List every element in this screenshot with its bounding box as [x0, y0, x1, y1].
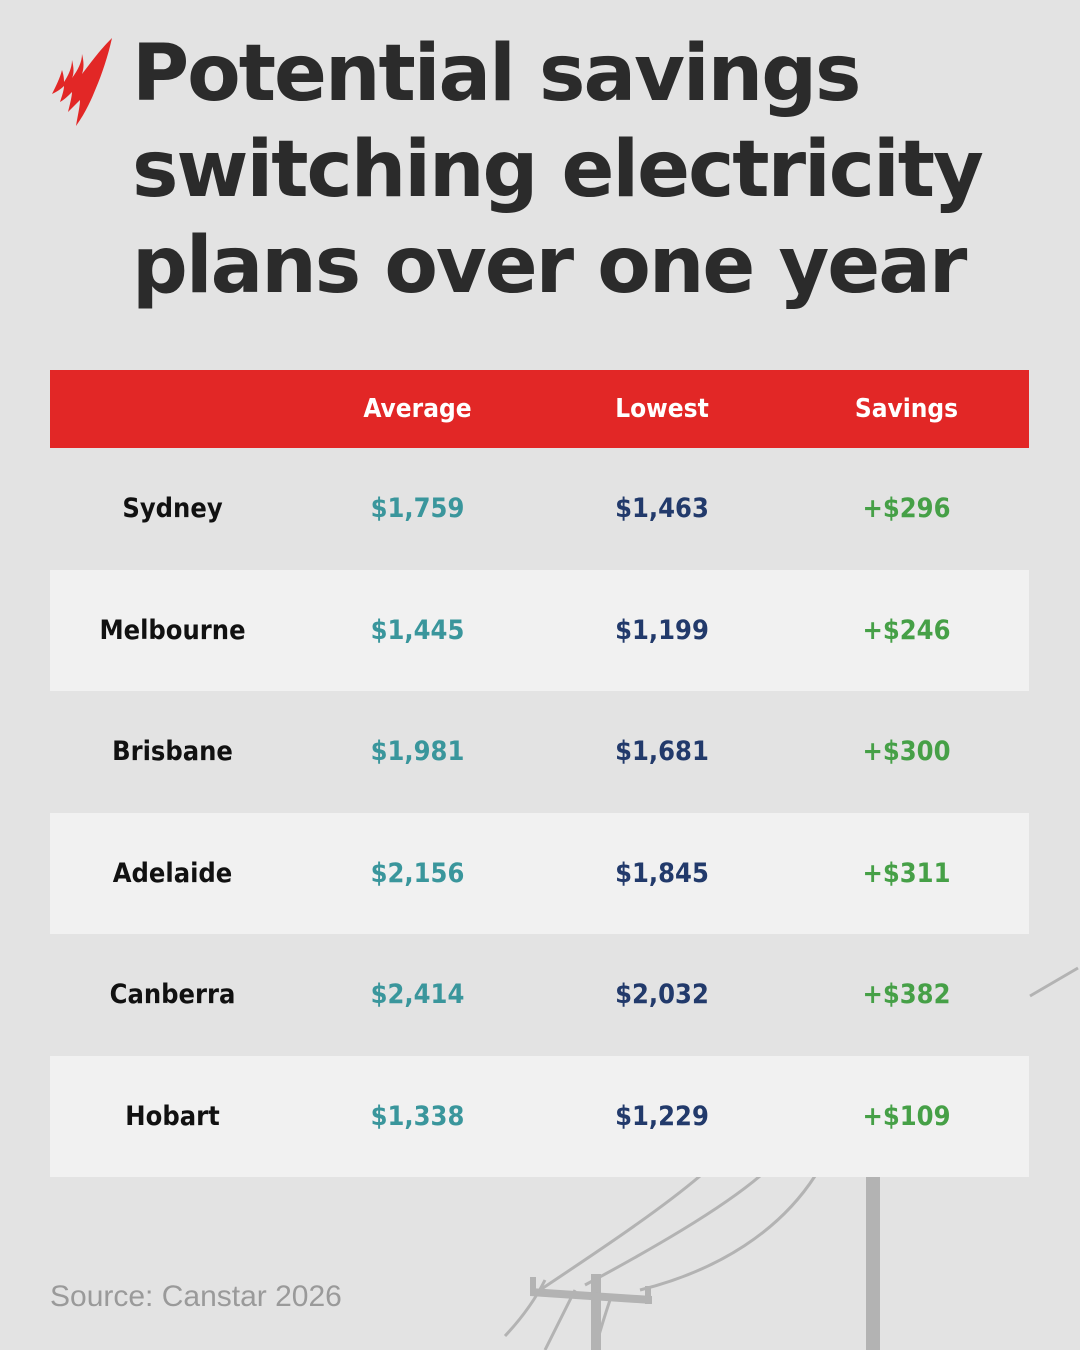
average-value: $2,414 [370, 979, 465, 1011]
title-line-2: switching electricity [132, 125, 984, 215]
savings-value: +$246 [862, 614, 951, 646]
city-name: Brisbane [112, 736, 233, 768]
lowest-value: $1,845 [615, 857, 709, 889]
savings-value: +$109 [862, 1100, 951, 1132]
source-caption: Source: Canstar 2026 [50, 1280, 342, 1313]
savings-value: +$300 [862, 736, 951, 768]
sbs-logo-icon [52, 38, 112, 126]
average-value: $1,981 [370, 736, 465, 768]
city-name: Sydney [122, 493, 223, 525]
table-row: Sydney $1,759 $1,463 +$296 [50, 448, 1029, 570]
city-name: Melbourne [99, 614, 246, 646]
lowest-value: $1,463 [615, 493, 709, 525]
city-name: Canberra [109, 979, 236, 1011]
savings-value: +$296 [862, 493, 951, 525]
page-title: Potential savings switching electricity … [132, 26, 1032, 314]
header-savings: Savings [854, 394, 959, 424]
table-row: Brisbane $1,981 $1,681 +$300 [50, 691, 1029, 813]
header-average: Average [363, 394, 472, 424]
lowest-value: $2,032 [615, 979, 709, 1011]
lowest-value: $1,681 [615, 736, 709, 768]
lowest-value: $1,199 [615, 614, 709, 646]
average-value: $1,338 [370, 1100, 465, 1132]
header-lowest: Lowest [615, 394, 709, 424]
city-name: Hobart [125, 1100, 220, 1132]
table-header: Average Lowest Savings [50, 370, 1029, 448]
average-value: $1,445 [370, 614, 465, 646]
savings-value: +$382 [862, 979, 951, 1011]
savings-value: +$311 [862, 857, 951, 889]
lowest-value: $1,229 [615, 1100, 709, 1132]
average-value: $1,759 [370, 493, 465, 525]
city-name: Adelaide [112, 857, 233, 889]
title-line-1: Potential savings [132, 29, 861, 119]
table-row: Hobart $1,338 $1,229 +$109 [50, 1055, 1029, 1177]
average-value: $2,156 [370, 857, 465, 889]
table-row: Adelaide $2,156 $1,845 +$311 [50, 812, 1029, 934]
table-row: Canberra $2,414 $2,032 +$382 [50, 934, 1029, 1056]
table-row: Melbourne $1,445 $1,199 +$246 [50, 569, 1029, 691]
title-line-3: plans over one year [132, 221, 967, 311]
savings-table: Average Lowest Savings Sydney $1,759 $1,… [50, 370, 1029, 1177]
